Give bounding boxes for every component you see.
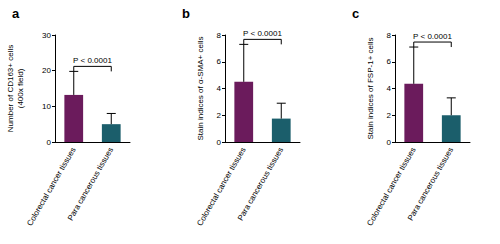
svg-text:6: 6 — [387, 57, 392, 66]
svg-text:Colorectal cancer tissues: Colorectal cancer tissues — [25, 145, 78, 228]
svg-text:Number of CD163+ cells: Number of CD163+ cells — [6, 45, 15, 132]
svg-text:10: 10 — [42, 102, 51, 111]
svg-text:Colorectal cancer tissues: Colorectal cancer tissues — [365, 145, 418, 228]
svg-text:0: 0 — [387, 138, 392, 147]
svg-text:P < 0.0001: P < 0.0001 — [243, 29, 282, 38]
svg-text:Stain indices of α-SMA+ cells: Stain indices of α-SMA+ cells — [196, 37, 205, 141]
svg-text:Para cancerous tissues: Para cancerous tissues — [236, 146, 285, 222]
svg-text:b: b — [182, 6, 190, 21]
svg-text:8: 8 — [217, 31, 222, 40]
svg-text:0: 0 — [47, 138, 52, 147]
svg-text:P < 0.0001: P < 0.0001 — [413, 32, 452, 41]
svg-text:4: 4 — [387, 84, 392, 93]
svg-text:Para cancerous tissues: Para cancerous tissues — [406, 146, 455, 222]
svg-text:2: 2 — [217, 111, 222, 120]
svg-text:8: 8 — [387, 31, 392, 40]
svg-text:Para cancerous tissues: Para cancerous tissues — [66, 146, 115, 222]
svg-text:20: 20 — [42, 66, 51, 75]
svg-text:2: 2 — [387, 111, 392, 120]
svg-text:(400x field): (400x field) — [16, 68, 25, 108]
svg-text:0: 0 — [217, 138, 222, 147]
svg-text:P < 0.0001: P < 0.0001 — [73, 56, 112, 65]
svg-text:30: 30 — [42, 31, 51, 40]
svg-text:c: c — [352, 6, 359, 21]
svg-text:6: 6 — [217, 57, 222, 66]
svg-text:Stain indices of FSP-1+ cells: Stain indices of FSP-1+ cells — [366, 37, 375, 139]
svg-text:a: a — [12, 6, 20, 21]
svg-text:4: 4 — [217, 84, 222, 93]
svg-text:Colorectal cancer tissues: Colorectal cancer tissues — [195, 145, 248, 228]
